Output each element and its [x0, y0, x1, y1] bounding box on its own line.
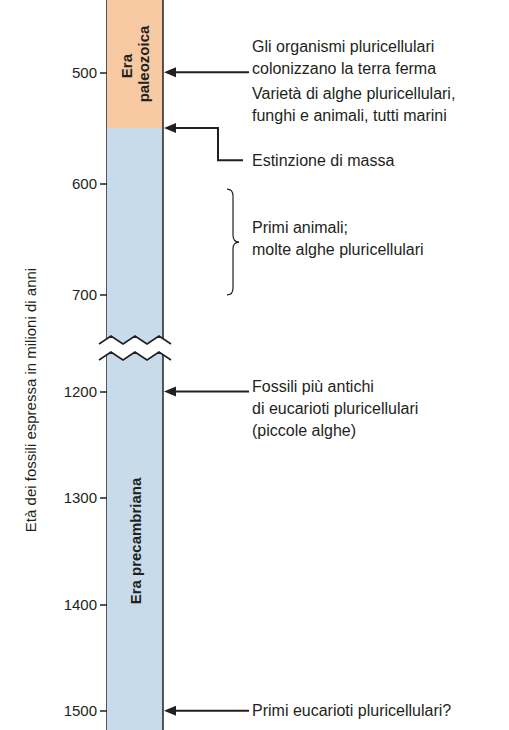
svg-text:Gli organismi pluricellulari: Gli organismi pluricellulari: [252, 38, 434, 55]
svg-text:1500: 1500: [64, 702, 97, 719]
svg-text:paleozoica: paleozoica: [135, 25, 152, 102]
svg-text:Era precambriana: Era precambriana: [127, 477, 144, 604]
svg-text:Primi eucarioti pluricellulari: Primi eucarioti pluricellulari?: [252, 702, 451, 719]
svg-text:600: 600: [72, 175, 97, 192]
svg-text:molte alghe pluricellulari: molte alghe pluricellulari: [252, 241, 424, 258]
svg-text:(piccole alghe): (piccole alghe): [252, 422, 356, 439]
svg-text:Varietà di alghe pluricellular: Varietà di alghe pluricellulari,: [252, 85, 455, 102]
svg-text:funghi e animali, tutti marini: funghi e animali, tutti marini: [252, 107, 447, 124]
svg-text:1400: 1400: [64, 596, 97, 613]
svg-text:colonizzano la terra ferma: colonizzano la terra ferma: [252, 60, 436, 77]
svg-text:1200: 1200: [64, 383, 97, 400]
svg-text:Fossili più antichi: Fossili più antichi: [252, 378, 374, 395]
svg-text:Era: Era: [118, 50, 135, 78]
svg-text:500: 500: [72, 64, 97, 81]
svg-text:1300: 1300: [64, 489, 97, 506]
svg-text:Primi animali;: Primi animali;: [252, 219, 348, 236]
svg-text:di eucarioti pluricellulari: di eucarioti pluricellulari: [252, 400, 418, 417]
svg-text:Estinzione di massa: Estinzione di massa: [252, 152, 394, 169]
svg-text:Età dei fossili espressa in mi: Età dei fossili espressa in milioni di a…: [22, 268, 39, 532]
svg-text:700: 700: [72, 286, 97, 303]
